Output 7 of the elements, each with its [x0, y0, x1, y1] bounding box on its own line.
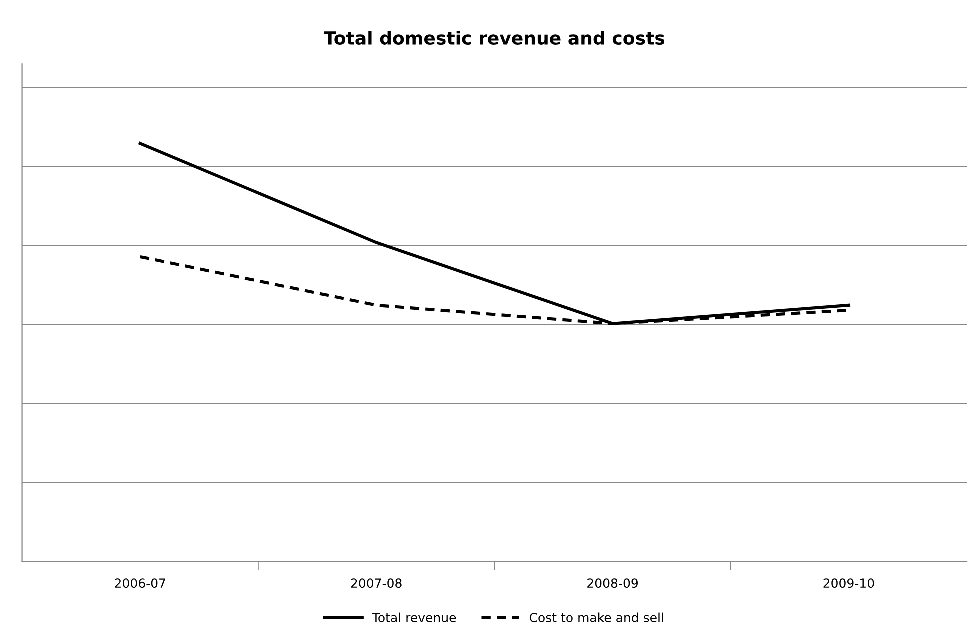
x-tick-label: 2006-07 — [115, 578, 166, 588]
legend-label: Total revenue — [372, 612, 456, 622]
x-tick-label: 2009-10 — [824, 578, 874, 588]
chart-title: Total domestic revenue and costs — [324, 31, 665, 46]
x-tick-label: 2008-09 — [588, 578, 638, 588]
legend-label: Cost to make and sell — [530, 612, 664, 622]
x-tick-label: 2007-08 — [351, 578, 402, 588]
